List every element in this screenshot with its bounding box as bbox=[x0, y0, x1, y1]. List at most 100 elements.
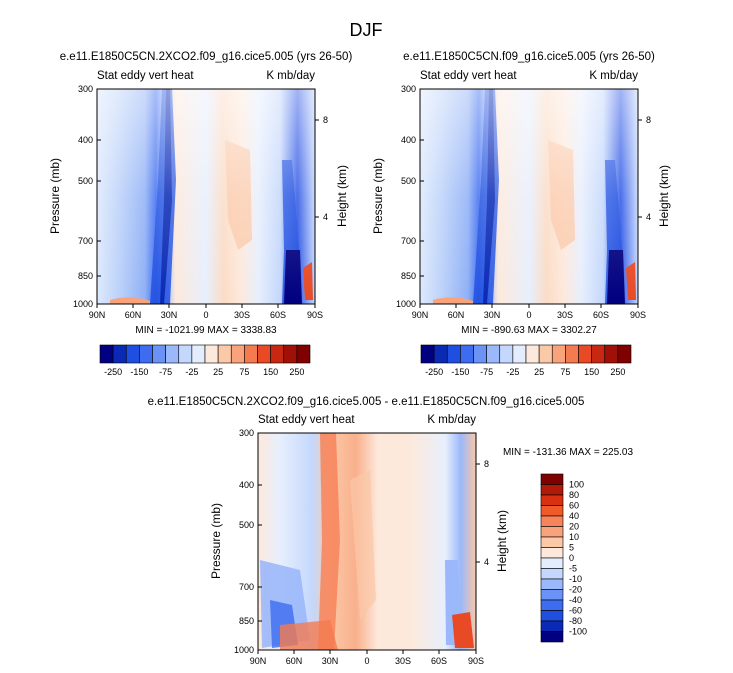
colorbar-label: 75 bbox=[239, 367, 249, 377]
colorbar-label: 10 bbox=[569, 532, 579, 542]
min-max-stats: MIN = -890.63 MAX = 3302.27 bbox=[461, 325, 597, 336]
y-ticks: 300 400 500 700 850 1000 bbox=[396, 84, 424, 309]
x-ticks: 90N 60N 30N 0 30S 60S 90S bbox=[89, 304, 323, 320]
colorbar-swatch bbox=[617, 344, 632, 364]
y-axis-label: Pressure (mb) bbox=[48, 158, 62, 234]
colorbar-swatch bbox=[540, 589, 564, 601]
colorbar-label: -75 bbox=[159, 367, 172, 377]
colorbar-swatch bbox=[540, 547, 564, 559]
x-tick-label: 0 bbox=[364, 656, 369, 666]
x-tick-label: 30N bbox=[322, 656, 339, 666]
colorbar-swatch bbox=[540, 515, 564, 527]
variable-label: Stat eddy vert heat bbox=[420, 70, 517, 82]
units-label: K mb/day bbox=[589, 70, 638, 82]
min-max-stats: MIN = -131.36 MAX = 225.03 bbox=[503, 447, 634, 458]
y-ticks: 300 400 500 700 850 1000 bbox=[73, 84, 101, 309]
colorbar-swatch bbox=[540, 610, 564, 622]
colorbar-swatch bbox=[152, 344, 166, 364]
colorbar-swatch bbox=[578, 344, 592, 364]
contour-field bbox=[420, 89, 638, 304]
y2-tick-label: 8 bbox=[484, 459, 489, 469]
y-tick-label: 1000 bbox=[396, 299, 416, 309]
x-tick-label: 90N bbox=[250, 656, 267, 666]
colorbar-swatch bbox=[540, 631, 564, 643]
colorbar-label: 80 bbox=[569, 490, 579, 500]
x-tick-label: 30S bbox=[234, 310, 250, 320]
x-tick-label: 90N bbox=[412, 310, 429, 320]
x-tick-label: 0 bbox=[203, 310, 208, 320]
x-tick-label: 0 bbox=[526, 310, 531, 320]
figure-title: DJF bbox=[350, 20, 383, 40]
colorbar-swatch bbox=[191, 344, 206, 364]
x-tick-label: 60N bbox=[286, 656, 303, 666]
panel-top-left: e.e11.E1850C5CN.2XCO2.f09_g16.cice5.005 … bbox=[48, 51, 352, 377]
colorbar-label: 5 bbox=[569, 543, 574, 553]
y-tick-label: 300 bbox=[78, 84, 93, 94]
colorbar-swatch bbox=[604, 344, 619, 364]
colorbar-label: 25 bbox=[534, 367, 544, 377]
y-tick-label: 850 bbox=[78, 271, 93, 281]
colorbar-swatch bbox=[204, 344, 219, 364]
y2-ticks: 8 4 bbox=[638, 115, 651, 222]
x-tick-label: 60N bbox=[125, 310, 142, 320]
colorbar-label: -5 bbox=[569, 564, 577, 574]
colorbar-swatch bbox=[540, 505, 564, 517]
colorbar-swatch bbox=[244, 344, 258, 364]
colorbar-swatch bbox=[540, 620, 564, 632]
colorbar-swatch bbox=[178, 344, 193, 364]
colorbar-label: -40 bbox=[569, 595, 582, 605]
colorbar-swatch bbox=[499, 344, 514, 364]
y2-axis-label: Height (km) bbox=[495, 510, 509, 572]
colorbar-swatch bbox=[139, 344, 153, 364]
colorbar-label: 100 bbox=[569, 480, 584, 490]
x-tick-label: 60N bbox=[448, 310, 465, 320]
y-tick-label: 1000 bbox=[73, 299, 93, 309]
units-label: K mb/day bbox=[266, 70, 315, 82]
colorbar-label: 20 bbox=[569, 522, 579, 532]
panel-bottom: e.e11.E1850C5CN.2XCO2.f09_g16.cice5.005 … bbox=[148, 396, 634, 666]
y-tick-label: 400 bbox=[78, 135, 93, 145]
colorbar-swatch bbox=[446, 344, 461, 364]
colorbar-swatch bbox=[460, 344, 474, 364]
y-tick-label: 300 bbox=[401, 84, 416, 94]
panel-title: e.e11.E1850C5CN.f09_g16.cice5.005 (yrs 2… bbox=[403, 51, 655, 63]
y-axis-label: Pressure (mb) bbox=[209, 503, 223, 579]
colorbar-label: 25 bbox=[213, 367, 223, 377]
colorbar-label: -150 bbox=[130, 367, 148, 377]
colorbar-label: 60 bbox=[569, 501, 579, 511]
colorbar-label: -25 bbox=[185, 367, 198, 377]
x-tick-label: 60S bbox=[593, 310, 609, 320]
y-ticks: 300 400 500 700 850 1000 bbox=[234, 428, 262, 655]
colorbar-swatch bbox=[540, 599, 564, 611]
colorbar-swatch bbox=[473, 344, 487, 364]
colorbar-label: -150 bbox=[451, 367, 469, 377]
colorbar-label: -250 bbox=[104, 367, 122, 377]
colorbar-label: -250 bbox=[425, 367, 443, 377]
variable-label: Stat eddy vert heat bbox=[258, 414, 355, 426]
colorbar-swatch bbox=[540, 578, 564, 590]
y-tick-label: 1000 bbox=[234, 645, 254, 655]
colorbar-swatch bbox=[540, 473, 564, 485]
colorbar-swatch bbox=[565, 344, 579, 364]
colorbar-swatch bbox=[270, 344, 285, 364]
y-tick-label: 850 bbox=[239, 616, 254, 626]
min-max-stats: MIN = -1021.99 MAX = 3338.83 bbox=[135, 325, 277, 336]
colorbar-swatch bbox=[540, 484, 564, 496]
colorbar-swatch bbox=[540, 568, 564, 580]
colorbar-swatch bbox=[217, 344, 232, 364]
x-tick-label: 60S bbox=[270, 310, 286, 320]
colorbar-swatch bbox=[125, 344, 140, 364]
colorbar-swatch bbox=[540, 536, 564, 548]
colorbar-swatch bbox=[540, 494, 564, 506]
colorbar-swatch bbox=[512, 344, 527, 364]
colorbar-label: 250 bbox=[289, 367, 304, 377]
colorbar-label: 250 bbox=[610, 367, 625, 377]
colorbar-label: -100 bbox=[569, 627, 587, 637]
y-tick-label: 500 bbox=[78, 176, 93, 186]
y-axis-label: Pressure (mb) bbox=[371, 158, 385, 234]
colorbar-label: -20 bbox=[569, 585, 582, 595]
y2-tick-label: 8 bbox=[323, 115, 328, 125]
y-tick-label: 400 bbox=[401, 135, 416, 145]
x-tick-label: 30S bbox=[557, 310, 573, 320]
